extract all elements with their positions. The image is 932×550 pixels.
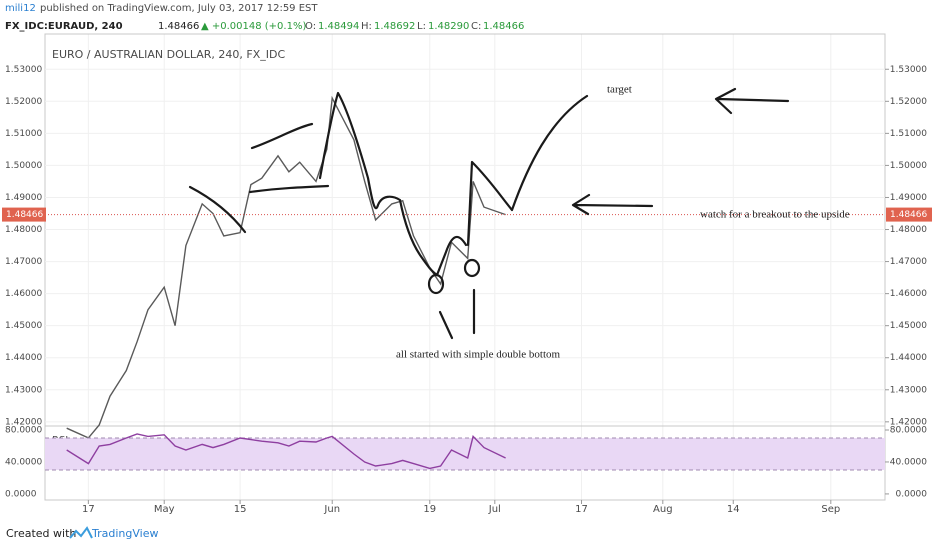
- close: 1.48466: [483, 21, 524, 32]
- y-tick-label: 40.0000: [5, 457, 42, 467]
- rsi-band: [45, 437, 885, 470]
- y-tick-label: 0.0000: [896, 489, 928, 499]
- high-label: H:: [361, 21, 372, 32]
- y-tick-label: 1.49000: [890, 193, 927, 203]
- chart-title: EURO / AUSTRALIAN DOLLAR, 240, FX_IDC: [52, 48, 285, 61]
- drawing: [250, 122, 314, 150]
- y-tick-label: 1.51000: [5, 129, 42, 139]
- y-tick-label: 1.45000: [890, 321, 927, 331]
- y-tick-label: 1.46000: [5, 289, 42, 299]
- x-tick-label: 14: [727, 504, 740, 515]
- y-tick-label: 1.48000: [5, 225, 42, 235]
- y-tick-label: 1.44000: [5, 353, 42, 363]
- y-tick-label: 80.0000: [5, 425, 42, 435]
- drawing: [427, 273, 445, 295]
- last-price-label: 1.48466: [890, 210, 927, 220]
- arrow: [714, 87, 790, 115]
- last-price-tag: [886, 207, 932, 222]
- y-tick-label: 1.44000: [890, 353, 927, 363]
- annotation: watch for a breakout to the upside: [700, 209, 850, 221]
- y-tick-label: 1.51000: [890, 129, 927, 139]
- open-label: O:: [305, 21, 316, 32]
- x-tick-label: 19: [423, 504, 436, 515]
- y-tick-label: 1.48000: [890, 225, 927, 235]
- footer-brand[interactable]: TradingView: [91, 527, 158, 540]
- y-tick-label: 1.42000: [890, 417, 927, 427]
- logo: [69, 526, 93, 539]
- y-tick-label: 1.52000: [5, 97, 42, 107]
- y-tick-label: 40.0000: [890, 457, 927, 467]
- last-price-label: 1.48466: [6, 210, 43, 220]
- x-tick-label: 15: [234, 504, 247, 515]
- last-price-tag: [2, 207, 46, 222]
- x-tick-label: Jul: [488, 504, 501, 515]
- x-tick-label: 17: [575, 504, 588, 515]
- y-tick-label: 1.46000: [890, 289, 927, 299]
- x-tick-label: May: [154, 504, 175, 515]
- annotation: target: [607, 84, 632, 96]
- y-tick-label: 1.50000: [890, 161, 927, 171]
- open: 1.48494: [318, 21, 359, 32]
- x-tick-label: Aug: [653, 504, 673, 515]
- change: ▲ +0.00148 (+0.1%): [201, 21, 306, 32]
- x-tick-label: 17: [82, 504, 95, 515]
- author[interactable]: mili12: [5, 3, 36, 14]
- y-tick-label: 1.47000: [5, 257, 42, 267]
- y-tick-label: 1.43000: [890, 385, 927, 395]
- drawing: [438, 288, 476, 340]
- footer-created: Created with: [6, 527, 76, 540]
- high: 1.48692: [374, 21, 415, 32]
- y-tick-label: 80.0000: [890, 425, 927, 435]
- arrow: [571, 193, 654, 216]
- close-label: C:: [471, 21, 481, 32]
- last: 1.48466: [158, 21, 199, 32]
- y-tick-label: 1.43000: [5, 385, 42, 395]
- drawing: [248, 184, 330, 194]
- drawing: [188, 185, 247, 234]
- annotation: all started with simple double bottom: [396, 349, 561, 361]
- drawing: [466, 94, 589, 247]
- y-tick-label: 1.53000: [5, 65, 42, 75]
- drawing: [463, 258, 481, 278]
- x-tick-label: Sep: [821, 504, 840, 515]
- series-line: [66, 433, 506, 470]
- symbol: FX_IDC:EURAUD, 240: [5, 21, 123, 32]
- x-tick-label: Jun: [323, 504, 340, 515]
- y-tick-label: 1.47000: [890, 257, 927, 267]
- y-tick-label: 1.52000: [890, 97, 927, 107]
- y-tick-label: 1.53000: [890, 65, 927, 75]
- y-tick-label: 0.0000: [5, 489, 37, 499]
- y-tick-label: 1.49000: [5, 193, 42, 203]
- y-tick-label: 1.50000: [5, 161, 42, 171]
- plot-frame: [44, 33, 886, 501]
- low-label: L:: [417, 21, 426, 32]
- y-tick-label: 1.45000: [5, 321, 42, 331]
- y-tick-label: 1.42000: [5, 417, 42, 427]
- published: published on TradingView.com, July 03, 2…: [40, 3, 318, 14]
- low: 1.48290: [428, 21, 469, 32]
